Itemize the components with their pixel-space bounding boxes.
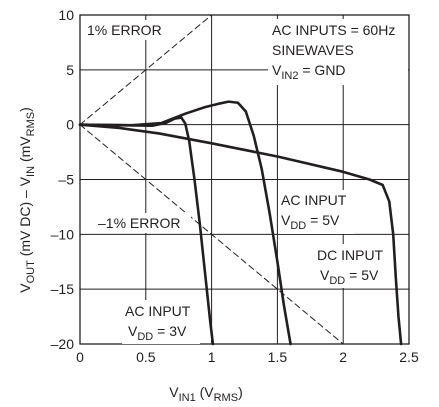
ac5-label-line-1: AC INPUT (281, 192, 347, 208)
x-tick-label: 0 (76, 349, 84, 365)
series-line-2 (78, 123, 403, 346)
data-curves (78, 14, 403, 346)
err-pos-label: 1% ERROR (87, 22, 162, 38)
x-tick-label: 2.5 (399, 349, 419, 365)
series-line-0 (78, 116, 215, 346)
tick-labels: 0 0.5 1 1.5 2 2.5 –20 –15 –10 –5 0 5 10 (51, 7, 419, 365)
y-tick-label: –20 (51, 336, 75, 352)
ac5-label-bg (278, 190, 354, 234)
series-line-1 (78, 100, 292, 346)
x-tick-label: 0.5 (136, 349, 156, 365)
dc5-label-line-2: VDD = 5V (320, 267, 379, 287)
y-tick-label: 10 (58, 7, 74, 23)
x-tick-label: 1.5 (268, 349, 288, 365)
ac3-label-line-1: AC INPUT (125, 303, 191, 319)
x-tick-label: 2 (339, 349, 347, 365)
y-tick-label: –10 (51, 226, 75, 242)
err-neg-label: –1% ERROR (98, 215, 180, 231)
x-axis-title: VIN1 (VRMS) (169, 384, 242, 404)
dc5-label-line-1: DC INPUT (317, 247, 384, 263)
ac3-label-line-2: VDD = 3V (128, 323, 187, 343)
dc5-label-bg (314, 244, 388, 288)
conditions-line-3: VIN2 = GND (272, 62, 346, 82)
conditions-line-2: SINEWAVES (272, 42, 354, 58)
err-pos-label-bg (84, 20, 172, 40)
conditions-bg (268, 19, 408, 85)
error-line-3 (79, 14, 213, 126)
ac3-label-bg (122, 300, 200, 344)
error-line-4 (79, 124, 344, 345)
y-tick-label: 5 (66, 62, 74, 78)
y-tick-label: –15 (51, 281, 75, 297)
x-tick-label: 1 (208, 349, 216, 365)
err-neg-label-bg (95, 213, 191, 233)
y-axis-title: VOUT (mV DC) – VIN (mVRMS) (17, 107, 37, 293)
y-tick-label: –5 (58, 172, 74, 188)
conditions-line-1: AC INPUTS = 60Hz (272, 22, 395, 38)
plot-frame (79, 14, 410, 345)
ac5-label-line-2: VDD = 5V (281, 212, 340, 232)
y-tick-label: 0 (66, 117, 74, 133)
